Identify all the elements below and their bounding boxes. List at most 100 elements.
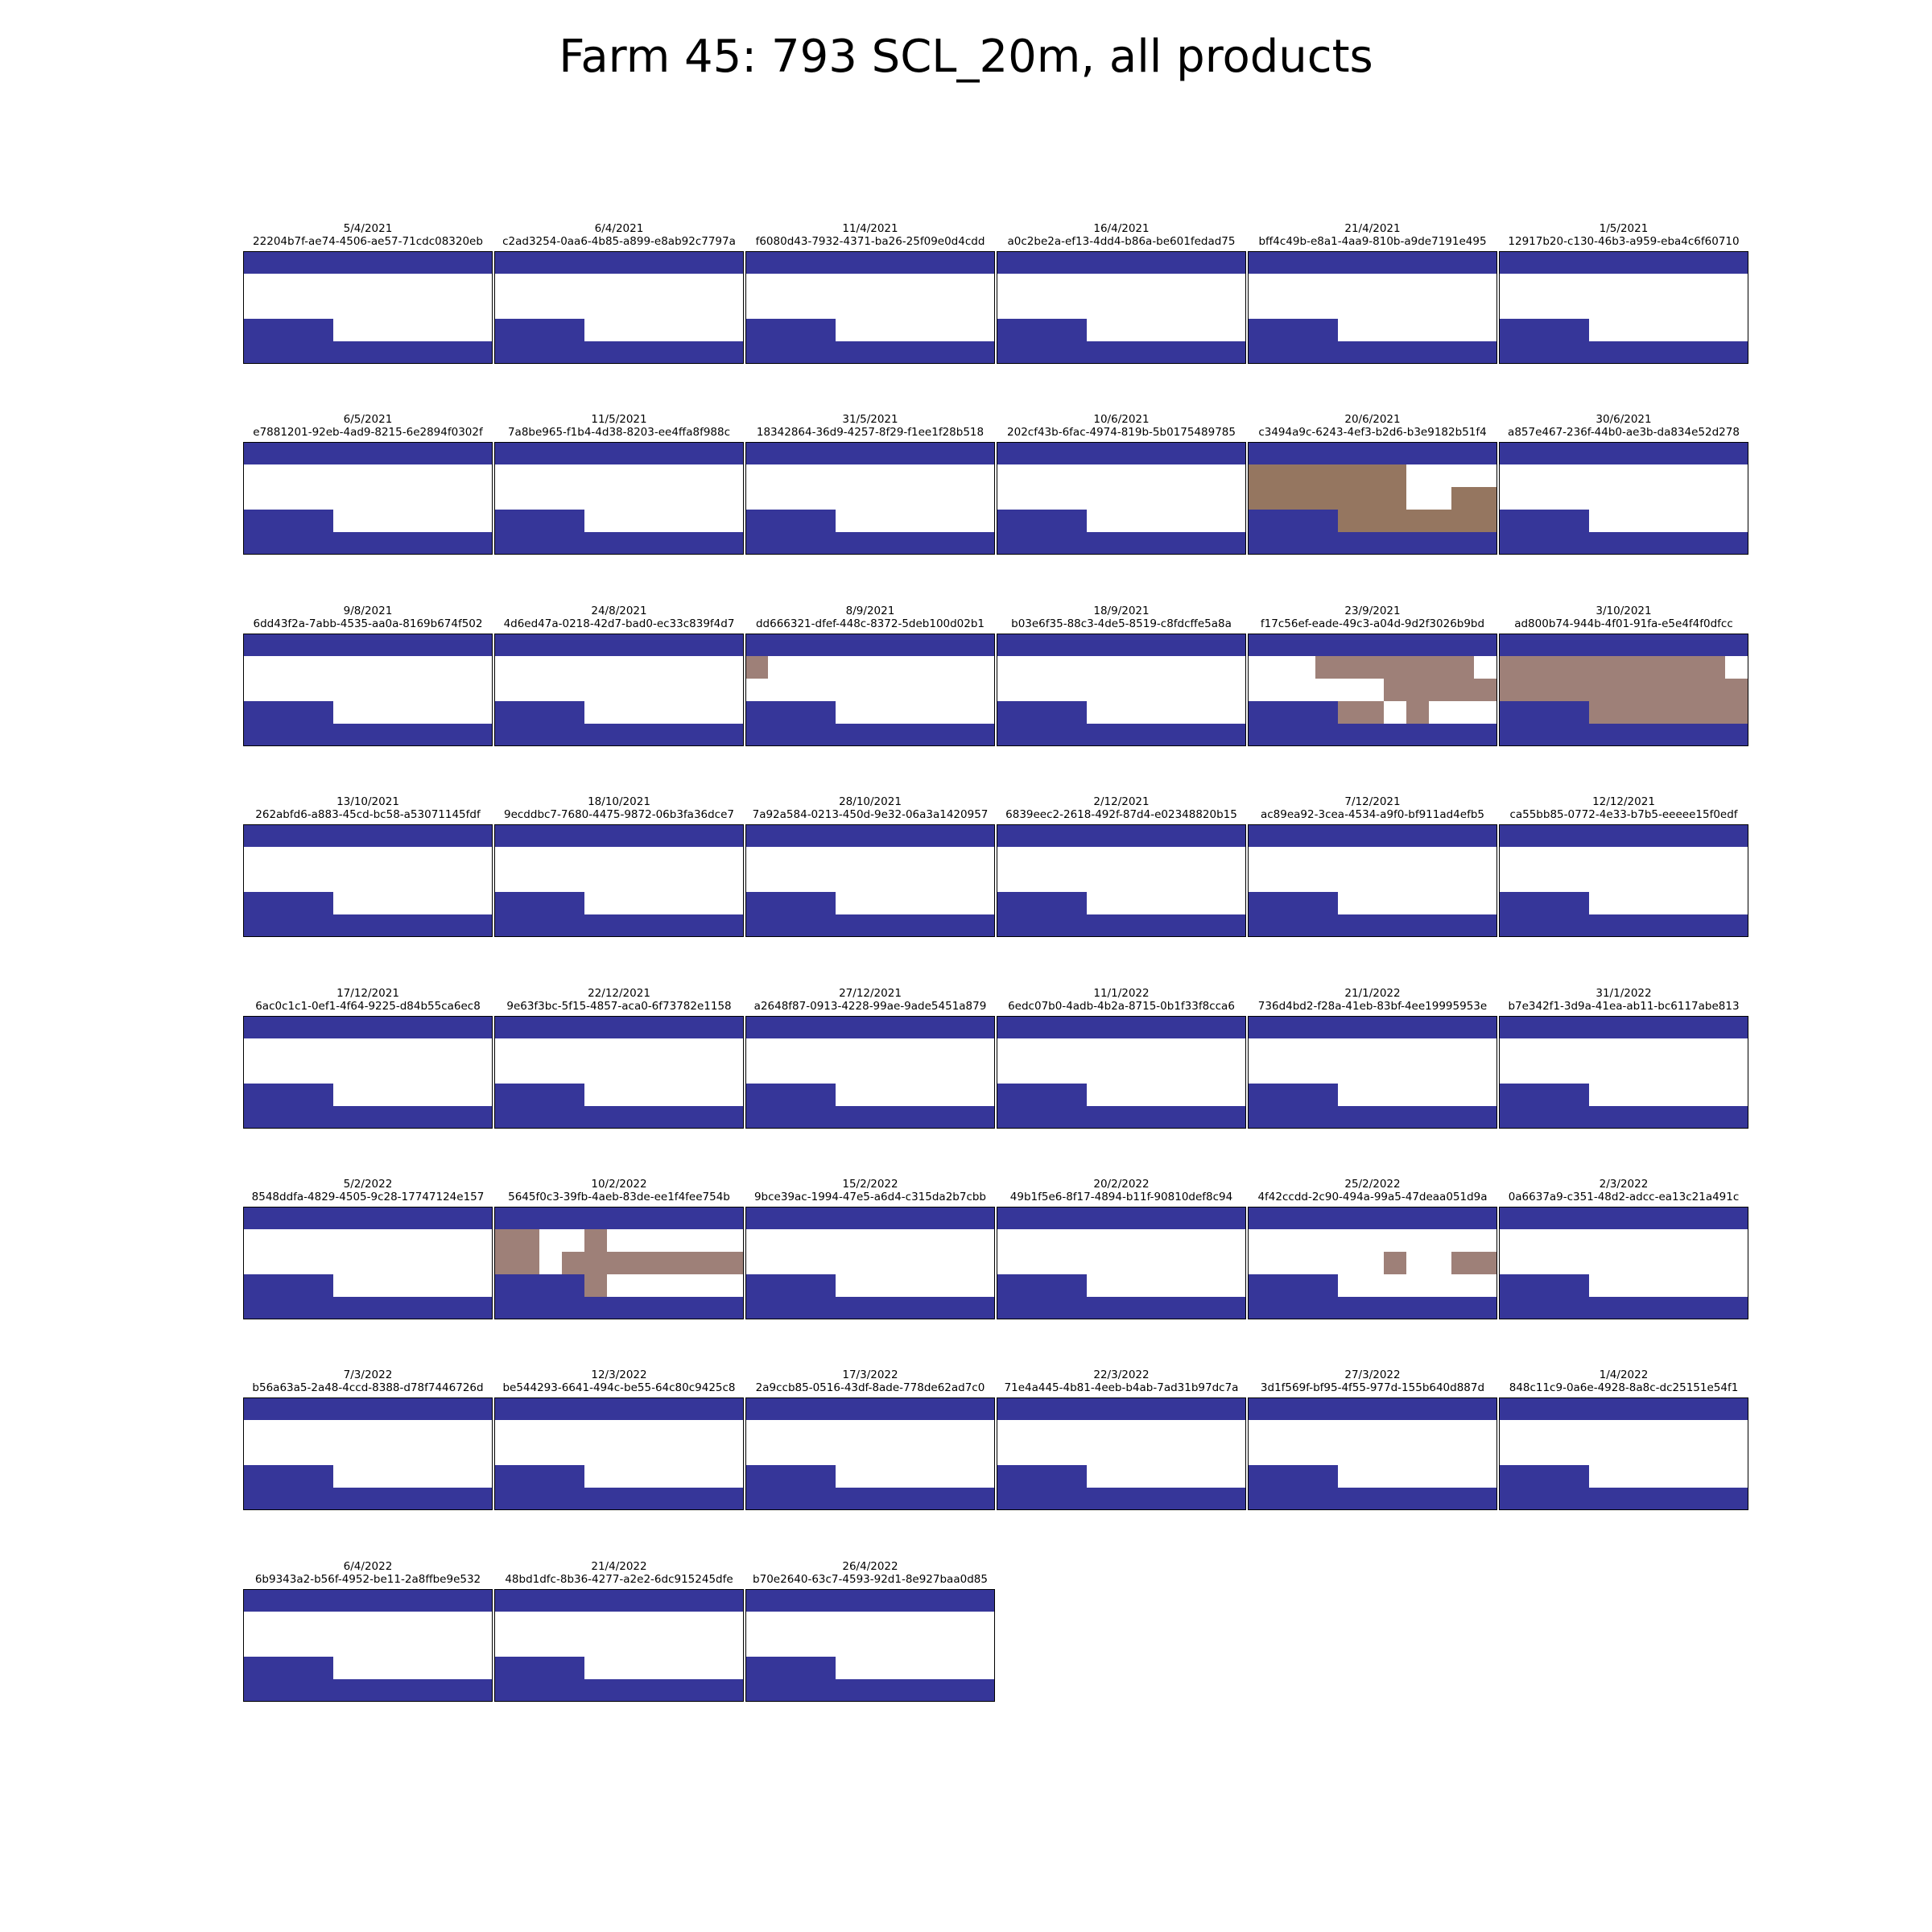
scl-cell [904, 510, 927, 533]
scl-cell [333, 869, 357, 893]
scl-cell [858, 869, 882, 893]
scl-cell [1635, 869, 1658, 893]
scl-cell [1429, 464, 1452, 488]
scl-cell [1680, 1015, 1703, 1039]
panel-frame [745, 251, 995, 364]
scl-cell [997, 274, 1020, 297]
scl-cell [469, 1105, 493, 1129]
scl-map [243, 442, 493, 555]
scl-cell [447, 532, 470, 555]
scl-cell [494, 341, 518, 364]
panel-date: 2/12/2021 [1093, 795, 1150, 809]
scl-cell [698, 1207, 721, 1230]
scl-cell [1315, 1083, 1339, 1107]
scl-cell [881, 1633, 905, 1657]
scl-cell [1223, 1397, 1246, 1421]
scl-cell [745, 1015, 769, 1039]
panel-frame [1248, 1207, 1497, 1319]
scl-cell [1248, 1465, 1271, 1488]
scl-cell [745, 442, 769, 465]
scl-cell [402, 700, 425, 724]
scl-cell [517, 1060, 540, 1084]
scl-cell [1612, 1105, 1636, 1129]
scl-cell [266, 510, 289, 533]
scl-cell [1155, 442, 1179, 465]
panel-date: 11/5/2021 [591, 413, 647, 427]
scl-cell [1155, 1420, 1179, 1443]
scl-cell [1042, 1420, 1065, 1443]
scl-cell [1042, 633, 1065, 657]
scl-cell [1612, 1015, 1636, 1039]
scl-cell [333, 532, 357, 555]
scl-cell [469, 1397, 493, 1421]
scl-cell [1474, 1207, 1497, 1230]
scl-cell [1109, 1420, 1133, 1443]
scl-cell [562, 1105, 585, 1129]
scl-cell [402, 251, 425, 275]
scl-cell [356, 296, 380, 320]
scl-cell [768, 1015, 791, 1039]
scl-cell [517, 1656, 540, 1680]
scl-cell [1612, 847, 1636, 870]
scl-cell [1019, 1274, 1042, 1298]
scl-cell [836, 1465, 859, 1488]
scl-cell [243, 1633, 266, 1657]
scl-cell [881, 487, 905, 510]
panel-date: 16/4/2021 [1093, 222, 1150, 235]
scl-cell [1703, 1015, 1726, 1039]
scl-cell [402, 633, 425, 657]
scl-cell [1703, 532, 1726, 555]
scl-cell [745, 1633, 769, 1657]
scl-cell [494, 892, 518, 915]
scl-cell [1384, 1252, 1407, 1275]
scl-cell [836, 442, 859, 465]
scl-cell [1544, 510, 1567, 533]
scl-cell [1612, 464, 1636, 488]
panel-date: 5/2/2022 [343, 1178, 393, 1191]
scl-cell [1474, 1274, 1497, 1298]
scl-cell [1544, 892, 1567, 915]
scl-cell [745, 251, 769, 275]
scl-cell [791, 1060, 814, 1084]
scl-cell [1589, 1229, 1612, 1253]
scl-cell [1406, 1207, 1430, 1230]
scl-cell [1133, 251, 1156, 275]
scl-cell [494, 1015, 518, 1039]
scl-cell [402, 1060, 425, 1084]
scl-cell [1360, 1443, 1385, 1466]
scl-cell [1248, 824, 1271, 848]
scl-cell [356, 1488, 380, 1511]
scl-cell [1544, 442, 1567, 465]
scl-cell [1429, 1443, 1452, 1466]
scl-cell [424, 1443, 448, 1466]
scl-cell [1429, 1252, 1452, 1275]
scl-cell [1042, 341, 1065, 364]
scl-cell [1019, 251, 1042, 275]
scl-cell [1178, 1420, 1201, 1443]
scl-cell [1725, 1252, 1748, 1275]
scl-cell [356, 633, 380, 657]
scl-cell [1360, 847, 1385, 870]
scl-cell [1338, 1274, 1361, 1298]
scl-cell [517, 723, 540, 746]
scl-cell [675, 1488, 699, 1511]
scl-cell [447, 464, 470, 488]
scl-cell [494, 442, 518, 465]
scl-cell [1635, 296, 1658, 320]
scl-cell [1223, 700, 1246, 724]
scl-cell [402, 869, 425, 893]
scl-cell [469, 1229, 493, 1253]
scl-cell [836, 1656, 859, 1680]
scl-cell [1725, 678, 1748, 702]
scl-cell [675, 824, 699, 848]
scl-cell [1429, 1015, 1452, 1039]
scl-cell [1293, 869, 1316, 893]
scl-cell [1680, 1060, 1703, 1084]
scl-cell [494, 700, 518, 724]
scl-cell [1612, 487, 1636, 510]
scl-cell [1360, 1015, 1385, 1039]
scl-cell [607, 251, 631, 275]
scl-cell [791, 1488, 814, 1511]
scl-cell [1200, 510, 1224, 533]
scl-cell [1064, 723, 1088, 746]
